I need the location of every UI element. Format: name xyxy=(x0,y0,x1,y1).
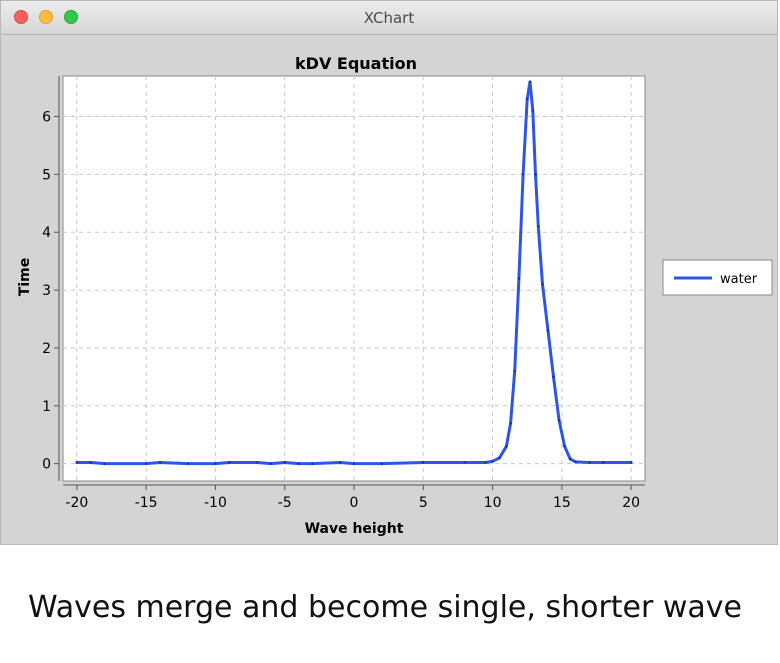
y-tick-label: 6 xyxy=(42,110,51,126)
data-point xyxy=(214,462,217,465)
data-point xyxy=(537,225,540,228)
series-layer xyxy=(75,80,633,466)
data-point xyxy=(352,462,356,465)
data-point xyxy=(463,461,467,464)
data-point xyxy=(588,461,591,464)
close-window-button[interactable] xyxy=(14,10,28,24)
x-tick-label: 15 xyxy=(553,495,571,511)
data-point xyxy=(186,462,189,465)
y-tick-label: 4 xyxy=(42,225,51,241)
data-point xyxy=(338,461,342,464)
x-tick-label: -10 xyxy=(204,495,227,511)
data-point xyxy=(380,462,383,465)
data-point xyxy=(563,445,566,448)
data-point xyxy=(103,462,106,465)
y-tick-label: 2 xyxy=(42,341,51,357)
y-tick-label: 3 xyxy=(42,283,51,299)
x-tick-label: -15 xyxy=(135,495,158,511)
x-tick-label: 0 xyxy=(350,495,359,511)
data-point xyxy=(526,97,529,101)
caption: Waves merge and become single, shorter w… xyxy=(28,590,743,625)
x-axis-label: Wave height xyxy=(305,521,404,537)
data-point xyxy=(531,109,534,112)
x-tick-label: 5 xyxy=(419,495,428,511)
data-point xyxy=(75,461,79,464)
title-bar: XChart xyxy=(1,1,777,35)
data-point xyxy=(513,369,516,373)
data-point xyxy=(283,461,286,464)
data-point xyxy=(557,419,561,422)
chart-title: kDV Equation xyxy=(295,54,417,73)
y-tick-label: 5 xyxy=(42,167,51,183)
data-point xyxy=(534,173,537,176)
data-point xyxy=(422,461,425,464)
data-point xyxy=(546,329,550,332)
data-point xyxy=(602,461,605,464)
y-tick-label: 0 xyxy=(42,457,51,473)
legend: water xyxy=(662,259,773,296)
data-point xyxy=(517,277,521,280)
data-point xyxy=(144,462,148,465)
minimize-window-button[interactable] xyxy=(39,10,53,24)
data-point xyxy=(574,460,577,464)
data-point xyxy=(158,461,162,464)
app-window: XChart kDV Equation -20 -15 -10 -5 0 5 10 15 20 0… xyxy=(0,0,778,545)
data-point xyxy=(552,375,555,379)
data-point xyxy=(509,421,512,425)
data-point xyxy=(297,462,300,465)
data-point xyxy=(311,462,314,465)
window-title: XChart xyxy=(363,9,415,27)
maximize-window-button[interactable] xyxy=(64,10,78,24)
data-point xyxy=(498,456,501,460)
data-point xyxy=(528,80,532,83)
data-point xyxy=(228,461,231,464)
data-point xyxy=(568,457,572,461)
legend-label-water: water xyxy=(720,272,758,287)
chart: kDV Equation -20 -15 -10 -5 0 5 10 15 200123456 … xyxy=(17,54,773,537)
data-point xyxy=(505,445,508,448)
data-point xyxy=(89,461,92,464)
x-tick-label: -5 xyxy=(278,495,292,511)
data-point xyxy=(541,283,544,286)
data-point xyxy=(629,461,633,464)
data-point xyxy=(269,462,273,465)
data-point xyxy=(521,173,525,176)
data-point xyxy=(484,461,487,464)
y-tick-label: 1 xyxy=(42,399,51,415)
x-tick-label: 20 xyxy=(622,495,640,511)
data-point xyxy=(491,460,494,463)
axis-ticks: -20 -15 -10 -5 0 5 10 15 20 0 1 2 3 4 5 6 xyxy=(42,76,645,511)
data-point xyxy=(255,461,259,464)
x-tick-label: -20 xyxy=(65,495,88,511)
x-tick-label: 10 xyxy=(484,495,502,511)
y-axis-label: Time xyxy=(17,258,33,296)
